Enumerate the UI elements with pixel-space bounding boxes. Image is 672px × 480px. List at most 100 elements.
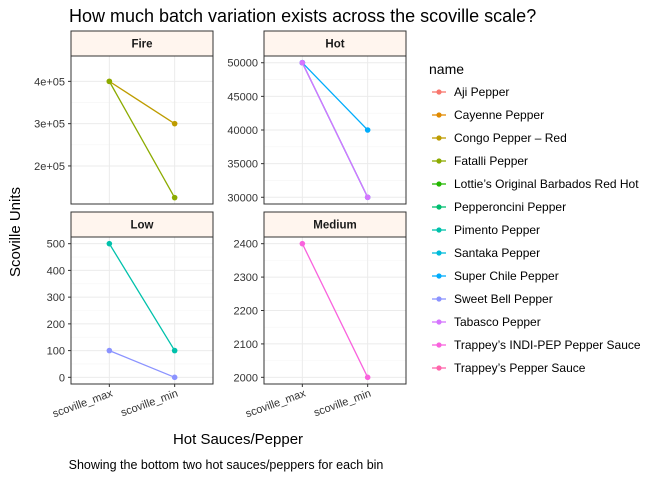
y-tick-label: 3e+05 <box>34 119 65 131</box>
legend-item: Pepperoncini Pepper <box>432 200 566 214</box>
legend-item: Santaka Pepper <box>432 246 540 260</box>
y-tick-label: 2e+05 <box>34 161 65 173</box>
facet-low: 0 100 200 300 400 500 Low scoville_max scoville_… <box>47 211 214 420</box>
series-pimento-pepper <box>106 240 178 354</box>
legend-key-point <box>436 342 442 348</box>
y-tick-label: 500 <box>47 239 65 251</box>
y-tick-label: 50000 <box>227 58 258 70</box>
y-tick-label: 40000 <box>227 125 258 137</box>
facet-strip <box>263 211 407 238</box>
x-tick-label: scoville_min <box>312 388 372 420</box>
data-point <box>106 240 113 247</box>
facet-label: Fire <box>131 39 152 51</box>
legend-label: Pimento Pepper <box>454 223 540 237</box>
series-trappey-s-indi-pep-pepper-sauce <box>299 240 371 381</box>
legend-label: Pepperoncini Pepper <box>454 200 566 214</box>
series-line <box>108 81 176 198</box>
legend-item: Tabasco Pepper <box>432 315 541 329</box>
data-point <box>364 374 371 381</box>
series-line <box>301 62 369 131</box>
facet-hot: 30000 35000 40000 45000 50000 Hot <box>227 30 407 205</box>
legend-label: Trappey’s Pepper Sauce <box>454 361 586 375</box>
legend-item: Aji Pepper <box>432 85 509 99</box>
series-line <box>108 243 176 351</box>
series-line <box>109 349 175 378</box>
y-tick-label: 100 <box>47 346 65 358</box>
data-point <box>171 374 178 381</box>
legend-label: Lottie’s Original Barbados Red Hot <box>454 177 639 191</box>
legend-item: Fatalli Pepper <box>432 154 528 168</box>
legend-key-point <box>436 89 442 95</box>
facet-label: Medium <box>313 220 356 232</box>
legend-item: Cayenne Pepper <box>432 108 544 122</box>
y-tick-label: 2400 <box>234 239 258 251</box>
legend-key-point <box>436 273 442 279</box>
facet-medium: 2000 2100 2200 2300 2400 Medium scoville_max sc… <box>234 211 407 420</box>
y-tick-label: 35000 <box>227 159 258 171</box>
y-axis-title: Scoville Units <box>7 187 24 277</box>
y-tick-label: 400 <box>47 265 65 277</box>
series-fatalli-pepper <box>106 78 178 201</box>
facet-strip <box>70 30 214 57</box>
legend-item: Sweet Bell Pepper <box>432 292 553 306</box>
data-point <box>106 78 113 85</box>
legend-key-point <box>436 158 442 164</box>
legend-label: Santaka Pepper <box>454 246 540 260</box>
series-line <box>301 62 369 198</box>
y-tick-label: 2200 <box>234 306 258 318</box>
x-tick-label: scoville_max <box>244 387 308 420</box>
legend-key-point <box>436 204 442 210</box>
x-tick-label: scoville_min <box>119 388 179 420</box>
legend-item: Congo Pepper – Red <box>432 131 567 145</box>
facet-strip <box>70 211 214 238</box>
legend-key-point <box>436 296 442 302</box>
facet-label: Low <box>131 220 154 232</box>
data-point <box>299 59 306 66</box>
y-tick-label: 2100 <box>234 339 258 351</box>
chart-title: How much batch variation exists across t… <box>69 6 536 26</box>
legend-label: Tabasco Pepper <box>454 315 541 329</box>
data-point <box>106 347 113 354</box>
y-tick-label: 2000 <box>234 372 258 384</box>
legend-title: name <box>429 61 464 77</box>
y-tick-label: 200 <box>47 319 65 331</box>
series-line <box>301 243 369 378</box>
legend-label: Fatalli Pepper <box>454 154 528 168</box>
legend-label: Aji Pepper <box>454 85 509 99</box>
y-tick-label: 300 <box>47 292 65 304</box>
chart-caption: Showing the bottom two hot sauces/pepper… <box>69 458 384 472</box>
y-tick-label: 30000 <box>227 192 258 204</box>
legend-key-point <box>436 319 442 325</box>
data-point <box>171 120 178 127</box>
y-tick-label: 2300 <box>234 272 258 284</box>
legend-label: Sweet Bell Pepper <box>454 292 553 306</box>
panel-background <box>71 56 213 204</box>
data-point <box>171 347 178 354</box>
legend-item: Trappey’s INDI-PEP Pepper Sauce <box>432 338 641 352</box>
legend-label: Super Chile Pepper <box>454 269 559 283</box>
series-line <box>108 80 176 125</box>
series-tabasco-pepper <box>299 59 371 201</box>
legend-item: Pimento Pepper <box>432 223 540 237</box>
legend-label: Trappey’s INDI-PEP Pepper Sauce <box>454 338 641 352</box>
legend-key-point <box>436 112 442 118</box>
legend-label: Cayenne Pepper <box>454 108 544 122</box>
legend-label: Congo Pepper – Red <box>454 131 567 145</box>
legend-key-point <box>436 365 442 371</box>
data-point <box>299 240 306 247</box>
legend: name Aji Pepper Cayenne Pepper Congo Peppe… <box>429 61 641 375</box>
facet-panels: 2e+05 3e+05 4e+05 Fire 30000 35000 40000 45000 5… <box>34 30 407 420</box>
legend-key-point <box>436 250 442 256</box>
legend-key-point <box>436 227 442 233</box>
legend-key-point <box>436 181 442 187</box>
x-axis-title: Hot Sauces/Pepper <box>173 431 303 448</box>
legend-item: Super Chile Pepper <box>432 269 559 283</box>
legend-key-point <box>436 135 442 141</box>
y-tick-label: 4e+05 <box>34 76 65 88</box>
data-point <box>364 194 371 201</box>
facet-fire: 2e+05 3e+05 4e+05 Fire <box>34 30 214 205</box>
y-tick-label: 0 <box>59 372 65 384</box>
y-tick-label: 45000 <box>227 91 258 103</box>
legend-item: Lottie’s Original Barbados Red Hot <box>432 177 639 191</box>
